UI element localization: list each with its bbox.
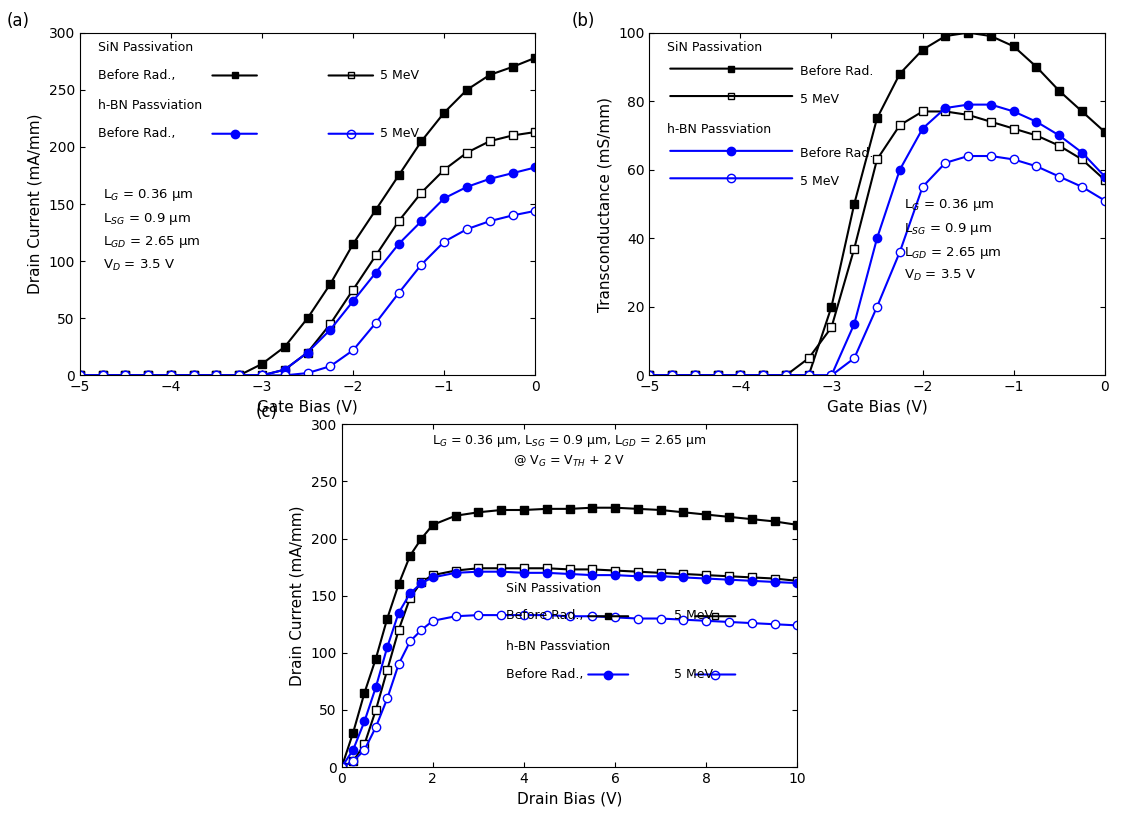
Text: Before Rad.,: Before Rad., — [506, 667, 583, 681]
Text: 5 MeV: 5 MeV — [800, 175, 838, 188]
Text: Before Rad.: Before Rad. — [800, 65, 872, 78]
Y-axis label: Drain Current (mA/mm): Drain Current (mA/mm) — [28, 113, 43, 295]
Text: Before Rad.,: Before Rad., — [98, 126, 175, 140]
X-axis label: Gate Bias (V): Gate Bias (V) — [827, 400, 927, 415]
Text: h-BN Passviation: h-BN Passviation — [667, 123, 771, 136]
Text: (b): (b) — [572, 11, 596, 30]
Y-axis label: Transconductance (mS/mm): Transconductance (mS/mm) — [598, 96, 613, 312]
X-axis label: Drain Bias (V): Drain Bias (V) — [517, 792, 622, 806]
Text: Before Rad.: Before Rad. — [800, 148, 872, 161]
Text: SiN Passivation: SiN Passivation — [98, 41, 194, 54]
Text: L$_G$ = 0.36 μm
L$_{SG}$ = 0.9 μm
L$_{GD}$ = 2.65 μm
V$_D$ = 3.5 V: L$_G$ = 0.36 μm L$_{SG}$ = 0.9 μm L$_{GD… — [904, 197, 1002, 283]
Text: Before Rad.,: Before Rad., — [98, 69, 175, 82]
Text: L$_G$ = 0.36 μm, L$_{SG}$ = 0.9 μm, L$_{GD}$ = 2.65 μm
@ V$_G$ = V$_{TH}$ + 2 V: L$_G$ = 0.36 μm, L$_{SG}$ = 0.9 μm, L$_{… — [432, 432, 707, 469]
Text: SiN Passivation: SiN Passivation — [506, 582, 601, 595]
Text: h-BN Passviation: h-BN Passviation — [506, 641, 609, 654]
Text: h-BN Passviation: h-BN Passviation — [98, 100, 202, 113]
Text: (a): (a) — [7, 11, 30, 30]
Text: Before Rad.,: Before Rad., — [506, 610, 583, 623]
Text: SiN Passivation: SiN Passivation — [667, 41, 763, 54]
X-axis label: Gate Bias (V): Gate Bias (V) — [257, 400, 358, 415]
Text: 5 MeV: 5 MeV — [380, 126, 419, 140]
Y-axis label: Drain Current (mA/mm): Drain Current (mA/mm) — [290, 505, 305, 686]
Text: 5 MeV: 5 MeV — [674, 667, 713, 681]
Text: L$_G$ = 0.36 μm
L$_{SG}$ = 0.9 μm
L$_{GD}$ = 2.65 μm
V$_D$ = 3.5 V: L$_G$ = 0.36 μm L$_{SG}$ = 0.9 μm L$_{GD… — [103, 187, 200, 273]
Text: 5 MeV: 5 MeV — [674, 610, 713, 623]
Text: 5 MeV: 5 MeV — [380, 69, 419, 82]
Text: (c): (c) — [255, 403, 277, 422]
Text: 5 MeV: 5 MeV — [800, 93, 838, 105]
